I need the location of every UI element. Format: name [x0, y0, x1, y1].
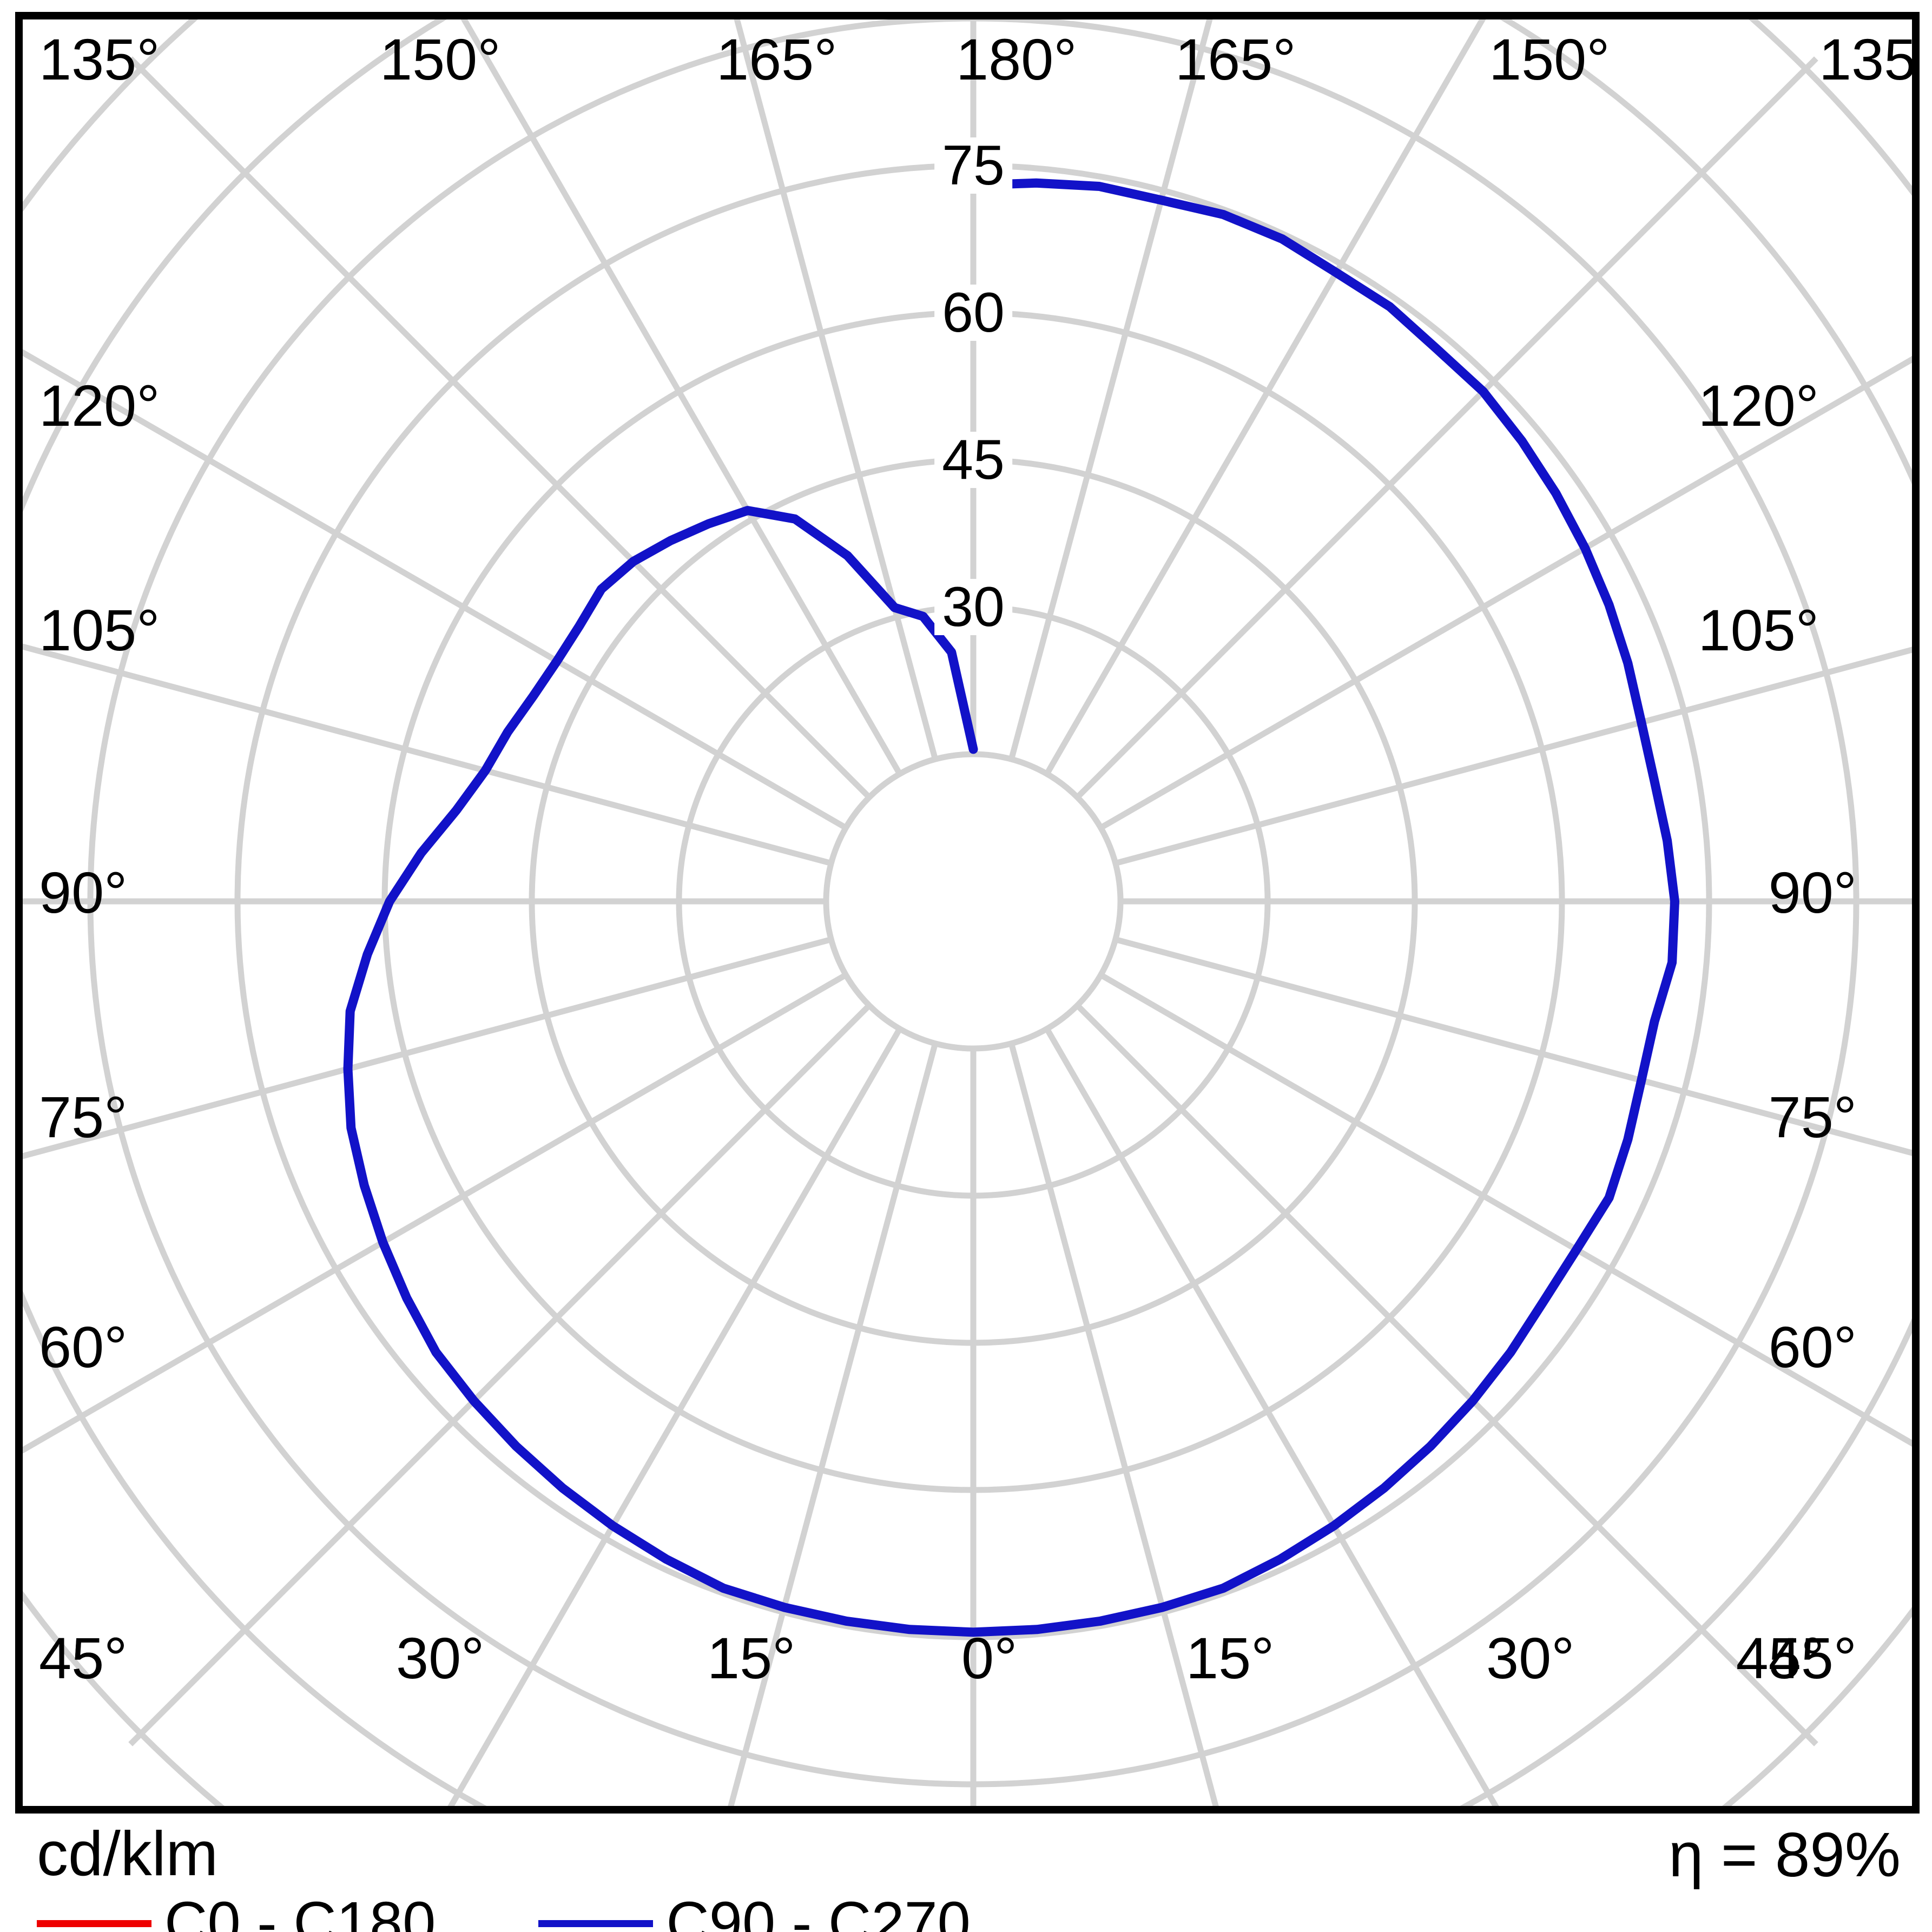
angle-label-right-0: 120°	[1698, 373, 1819, 438]
angle-label-top-5: 150°	[1489, 27, 1610, 92]
angle-label-right-5: 45°	[1768, 1625, 1857, 1691]
angle-label-top-2: 165°	[716, 27, 838, 92]
radial-tick-label-30: 30	[934, 579, 1012, 635]
efficiency-label: η = 89%	[1669, 1819, 1901, 1890]
figure-footer: cd/klm η = 89% C0 - C180 C90 - C270	[0, 1818, 1932, 1932]
angle-label-left-2: 90°	[39, 860, 128, 925]
unit-label: cd/klm	[37, 1818, 219, 1889]
angle-label-bottom-0: 45°	[39, 1625, 128, 1691]
legend-swatch-c90-c270	[538, 1920, 654, 1927]
angle-label-top-6: 135°	[1819, 27, 1917, 92]
angle-label-top-1: 150°	[380, 27, 501, 92]
legend: C0 - C180 C90 - C270	[37, 1894, 971, 1932]
angle-label-left-1: 105°	[39, 597, 160, 663]
angle-label-left-3: 75°	[39, 1084, 128, 1150]
polar-plot-area: 135° 150° 165° 180° 165° 150° 135° 120° 105° 90° 7…	[15, 12, 1920, 1814]
angle-label-left-4: 60°	[39, 1314, 128, 1380]
radial-tick-label-60: 60	[934, 285, 1012, 341]
angle-label-left-0: 120°	[39, 373, 160, 438]
angle-label-top-4: 165°	[1175, 27, 1296, 92]
angle-label-right-4: 60°	[1768, 1314, 1857, 1380]
angle-label-right-3: 75°	[1768, 1084, 1857, 1150]
angle-label-right-1: 105°	[1698, 597, 1819, 663]
angle-label-bottom-4: 15°	[1186, 1625, 1275, 1691]
series-layer	[343, 178, 1679, 1637]
angle-label-bottom-5: 30°	[1486, 1625, 1575, 1691]
polar-grid-and-curves	[23, 19, 1912, 1806]
legend-label-c0-c180: C0 - C180	[164, 1890, 436, 1932]
grid-layer	[23, 19, 1912, 1806]
angle-label-bottom-3: 0°	[961, 1625, 1018, 1691]
radial-tick-label-45: 45	[934, 432, 1012, 488]
series-curve-c90-c270	[343, 178, 1679, 1637]
legend-swatch-c0-c180	[37, 1920, 151, 1927]
angle-label-top-0: 135°	[39, 27, 160, 92]
angle-label-left-5: 45°	[39, 1625, 128, 1691]
legend-item-c90-c270[interactable]: C90 - C270	[538, 1894, 971, 1932]
angle-label-bottom-1: 30°	[396, 1625, 485, 1691]
angle-label-bottom-6: 45°	[1736, 1625, 1824, 1691]
angle-label-right-2: 90°	[1768, 860, 1857, 925]
angle-label-bottom-2: 15°	[707, 1625, 796, 1691]
radial-tick-label-75: 75	[934, 137, 1012, 194]
legend-label-c90-c270: C90 - C270	[666, 1890, 971, 1932]
legend-item-c0-c180[interactable]: C0 - C180	[37, 1894, 436, 1932]
angle-label-top-3: 180°	[956, 27, 1077, 92]
